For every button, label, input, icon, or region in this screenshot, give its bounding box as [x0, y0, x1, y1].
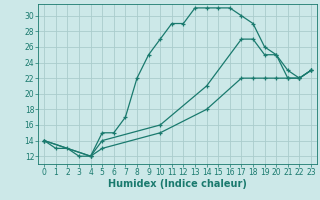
- X-axis label: Humidex (Indice chaleur): Humidex (Indice chaleur): [108, 179, 247, 189]
